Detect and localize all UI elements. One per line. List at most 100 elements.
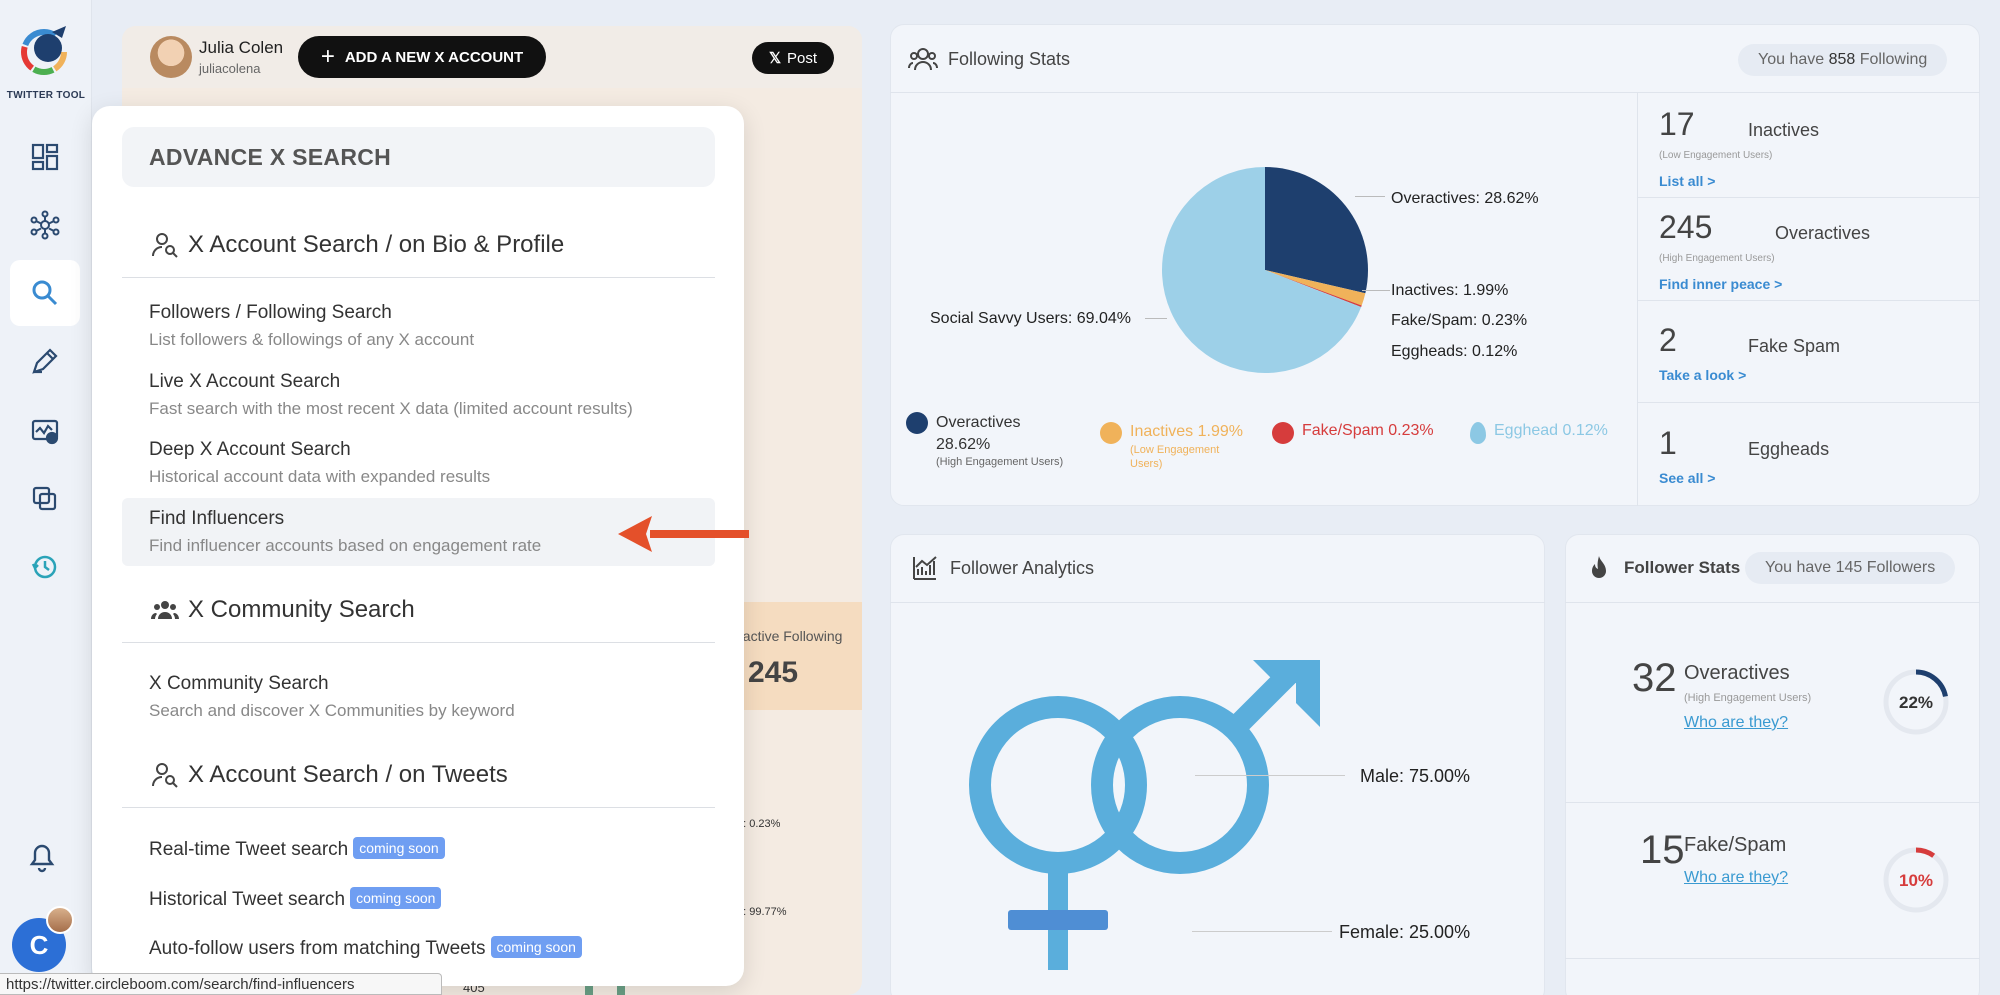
stat-overactives-label: Overactives [1775,223,1871,243]
background-bar [585,978,593,995]
user-avatar-mini [46,906,74,934]
following-stats-title: Following Stats [908,44,1070,74]
progress-ring-overactives [1883,669,1949,735]
section-title-bio-profile: X Account Search / on Bio & Profile [150,230,564,260]
advance-search-title: ADVANCE X SEARCH [149,144,392,170]
pie-label-savvy: Social Savvy Users: 69.04% [930,310,1131,327]
nav-copies[interactable] [10,466,80,532]
divider [122,642,715,643]
pie-leader-line [1145,318,1167,319]
divider [1638,402,1980,403]
follower-analytics-card [890,534,1545,995]
pie-slice-inactives [1265,270,1366,306]
account-avatar[interactable]: C [12,918,66,972]
plus-icon: + [320,43,335,70]
pie-leader-line [1362,290,1390,291]
nav-scheduler[interactable] [10,534,80,600]
menu-item-subtitle: Fast search with the most recent X data … [149,399,633,418]
chart-leader-line [1192,931,1332,932]
status-bar-url: https://twitter.circleboom.com/search/fi… [0,973,442,995]
nav-compose[interactable] [10,328,80,394]
follower-overactives-sub: (High Engagement Users) [1684,692,1812,704]
menu-item-find-influencers[interactable] [122,498,715,566]
divider [1565,602,1980,603]
stat-inactives-label: Inactives [1748,120,1820,140]
section-title-community: X Community Search [150,595,415,625]
menu-item-deep-search[interactable]: Deep X Account Search [149,439,351,460]
nav-network[interactable] [10,192,80,258]
legend-inactives: Inactives 1.99% (Low Engagement Users) [1100,422,1250,471]
menu-item-subtitle: Historical account data with expanded re… [149,467,491,486]
stat-fakespam-number: 2 [1659,322,1677,358]
follower-analytics-title: Follower Analytics [910,553,1094,583]
coming-soon-badge: coming soon [353,837,445,859]
divider [1565,958,1980,959]
follower-overactives-number: 32 [1632,656,1677,700]
nav-analytics[interactable] [10,398,80,464]
menu-item-auto-follow[interactable]: Auto-follow users from matching Tweets co… [149,936,582,960]
divider [890,602,1545,603]
user-name: Julia Colen [199,38,284,57]
stat-overactives-link[interactable]: Find inner peace > [1659,276,1783,292]
arrow-left-icon [618,516,749,552]
copy-icon [32,486,57,511]
inactive-following-value: 245 [748,656,799,689]
female-label: Female: 25.00% [1339,922,1471,942]
inactive-following-card [727,602,862,710]
menu-item-live-search[interactable]: Live X Account Search [149,371,341,392]
x-post-button[interactable]: 𝕏 Post [752,42,834,74]
stat-inactives-link[interactable]: List all > [1659,173,1716,189]
stat-eggheads-link[interactable]: See all > [1659,470,1716,486]
sidebar: TWITTER TOOL C [0,0,92,995]
search-icon [32,280,58,306]
ring-fill [1883,669,1949,735]
user-handle: juliacolena [199,61,261,76]
followers-count-pill: You have 145 Followers [1745,552,1956,584]
divider [1637,92,1638,506]
pie-label-eggheads: Eggheads: 0.12% [1391,343,1518,360]
pie-label-inactives: Inactives: 1.99% [1391,282,1509,299]
dashboard-icon [31,143,59,171]
follower-fakespam-link[interactable]: Who are they? [1684,869,1789,886]
pie-label-fakespam: Fake/Spam: 0.23% [1391,312,1528,329]
chart-leader-line [1195,775,1345,776]
follower-fakespam-number: 15 [1640,828,1685,872]
users-icon [151,601,179,619]
clock-refresh-icon [31,555,57,579]
add-account-button[interactable]: + ADD A NEW X ACCOUNT [298,36,546,78]
progress-ring-label: 22% [1898,693,1934,712]
section-title-tweets: X Account Search / on Tweets [150,760,508,790]
menu-item-community-search[interactable]: X Community Search [149,673,329,694]
pie-leader-line [1355,196,1385,197]
compose-icon [32,348,58,374]
advance-search-header [122,127,715,187]
brain-icon [906,412,928,434]
legend-overactives: Overactives 28.62% (High Engagement Users) [906,412,1063,470]
menu-item-find-influencers-title[interactable]: Find Influencers [149,508,285,529]
progress-ring-fakespam [1883,847,1949,913]
nav-dashboard[interactable] [10,124,80,190]
stat-fakespam-label: Fake Spam [1748,336,1841,356]
pie-slice-overactives [1265,167,1368,294]
background-bar [617,978,625,995]
follower-overactives-link[interactable]: Who are they? [1684,714,1789,731]
stat-fakespam-link[interactable]: Take a look > [1659,367,1747,383]
bell-icon[interactable] [26,840,58,874]
user-search-icon [152,233,178,258]
divider [1565,802,1980,803]
divider [890,92,1980,93]
app-logo-icon[interactable] [18,22,74,78]
menu-item-historical-tweet-search[interactable]: Historical Tweet search coming soon [149,887,442,911]
following-count-pill: You have 858 Following [1738,44,1948,76]
nav-search[interactable] [10,260,80,326]
legend-egghead: Egghead 0.12% [1470,422,1608,444]
menu-item-realtime-tweet-search[interactable]: Real-time Tweet search coming soon [149,837,445,861]
ring-fill [1883,847,1949,913]
menu-item-followers-search[interactable]: Followers / Following Search [149,302,392,323]
background-label-2: g: 99.77% [737,906,787,918]
user-avatar[interactable] [150,36,192,78]
progress-ring-label: 10% [1898,871,1934,890]
stat-inactives-sub: (Low Engagement Users) [1659,150,1773,161]
female-cross [1008,910,1108,930]
coming-soon-badge: coming soon [350,887,442,909]
